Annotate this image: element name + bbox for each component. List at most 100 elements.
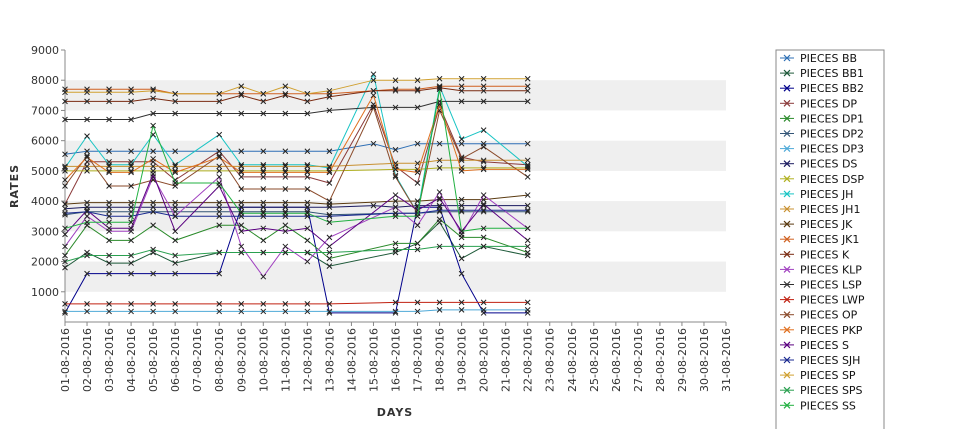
- data-point[interactable]: [524, 98, 531, 105]
- data-point[interactable]: [392, 104, 399, 111]
- data-point[interactable]: [304, 174, 311, 180]
- data-point[interactable]: [370, 71, 377, 78]
- data-point[interactable]: [216, 98, 223, 105]
- data-point[interactable]: [480, 202, 487, 209]
- data-point[interactable]: [282, 228, 289, 235]
- data-point[interactable]: [370, 77, 377, 84]
- data-point[interactable]: [84, 163, 90, 170]
- data-point[interactable]: [304, 301, 311, 307]
- data-point[interactable]: [480, 98, 487, 105]
- data-point[interactable]: [414, 87, 421, 94]
- data-point[interactable]: [106, 148, 112, 155]
- data-point[interactable]: [392, 299, 399, 306]
- data-point[interactable]: [62, 163, 68, 170]
- data-point[interactable]: [238, 148, 245, 155]
- data-point[interactable]: [106, 252, 112, 259]
- data-point[interactable]: [238, 301, 245, 307]
- data-point[interactable]: [150, 204, 156, 211]
- data-point[interactable]: [326, 169, 333, 176]
- data-point[interactable]: [480, 166, 487, 173]
- data-point[interactable]: [282, 169, 289, 176]
- data-point[interactable]: [304, 148, 311, 155]
- data-point[interactable]: [128, 252, 134, 259]
- data-point[interactable]: [392, 192, 399, 198]
- data-point[interactable]: [62, 151, 68, 158]
- data-point[interactable]: [106, 301, 112, 307]
- data-point[interactable]: [84, 98, 90, 105]
- data-point[interactable]: [128, 301, 134, 307]
- data-point[interactable]: [238, 110, 245, 117]
- data-point[interactable]: [326, 213, 333, 220]
- data-point[interactable]: [84, 158, 90, 165]
- data-point[interactable]: [480, 83, 487, 90]
- data-point[interactable]: [216, 308, 223, 315]
- data-point[interactable]: [260, 273, 267, 280]
- data-point[interactable]: [172, 228, 179, 235]
- data-point[interactable]: [150, 171, 156, 177]
- legend-item[interactable]: PIECES PKP: [780, 324, 863, 337]
- data-point[interactable]: [216, 163, 223, 170]
- data-point[interactable]: [260, 98, 267, 105]
- data-point[interactable]: [238, 243, 245, 250]
- data-point[interactable]: [282, 199, 289, 206]
- data-point[interactable]: [414, 246, 421, 253]
- data-point[interactable]: [326, 93, 333, 100]
- data-point[interactable]: [84, 152, 90, 159]
- data-point[interactable]: [480, 201, 487, 207]
- data-point[interactable]: [216, 249, 223, 256]
- data-point[interactable]: [260, 110, 267, 117]
- data-point[interactable]: [326, 234, 333, 241]
- data-point[interactable]: [150, 87, 156, 94]
- data-point[interactable]: [458, 196, 465, 203]
- data-point[interactable]: [392, 246, 399, 253]
- data-point[interactable]: [458, 98, 465, 105]
- data-point[interactable]: [436, 165, 443, 171]
- data-point[interactable]: [106, 169, 112, 176]
- data-point[interactable]: [392, 166, 399, 173]
- data-point[interactable]: [304, 210, 311, 217]
- data-point[interactable]: [216, 208, 223, 215]
- data-point[interactable]: [436, 75, 443, 82]
- data-point[interactable]: [480, 207, 487, 214]
- data-point[interactable]: [106, 225, 112, 232]
- data-point[interactable]: [304, 204, 311, 211]
- data-point[interactable]: [392, 87, 399, 94]
- data-point[interactable]: [392, 204, 399, 211]
- data-point[interactable]: [370, 202, 377, 209]
- data-point[interactable]: [304, 308, 311, 315]
- data-point[interactable]: [172, 204, 179, 211]
- data-point[interactable]: [524, 202, 531, 209]
- data-point[interactable]: [458, 270, 465, 277]
- data-point[interactable]: [524, 207, 531, 214]
- data-point[interactable]: [282, 83, 289, 90]
- data-point[interactable]: [436, 84, 443, 91]
- data-point[interactable]: [524, 243, 531, 250]
- legend-item[interactable]: PIECES LSP: [780, 279, 862, 292]
- data-point[interactable]: [524, 166, 531, 173]
- data-point[interactable]: [150, 122, 156, 129]
- data-point[interactable]: [238, 169, 245, 176]
- data-point[interactable]: [480, 234, 487, 241]
- data-point[interactable]: [326, 249, 333, 256]
- data-point[interactable]: [524, 75, 531, 82]
- legend-item[interactable]: PIECES JH1: [780, 203, 860, 216]
- data-point[interactable]: [458, 75, 465, 82]
- data-point[interactable]: [458, 83, 465, 90]
- data-point[interactable]: [106, 208, 112, 215]
- data-point[interactable]: [216, 270, 223, 277]
- data-point[interactable]: [370, 92, 377, 99]
- data-point[interactable]: [260, 210, 267, 217]
- data-point[interactable]: [172, 163, 179, 170]
- data-point[interactable]: [326, 198, 333, 204]
- data-point[interactable]: [238, 249, 245, 256]
- data-point[interactable]: [62, 98, 68, 105]
- data-point[interactable]: [150, 308, 156, 315]
- data-point[interactable]: [282, 174, 289, 180]
- legend-item[interactable]: PIECES LWP: [780, 294, 865, 307]
- data-point[interactable]: [128, 169, 134, 176]
- data-point[interactable]: [282, 110, 289, 117]
- data-point[interactable]: [282, 249, 289, 256]
- data-point[interactable]: [216, 110, 223, 117]
- legend-item[interactable]: PIECES SPS: [780, 384, 863, 397]
- data-point[interactable]: [480, 299, 487, 306]
